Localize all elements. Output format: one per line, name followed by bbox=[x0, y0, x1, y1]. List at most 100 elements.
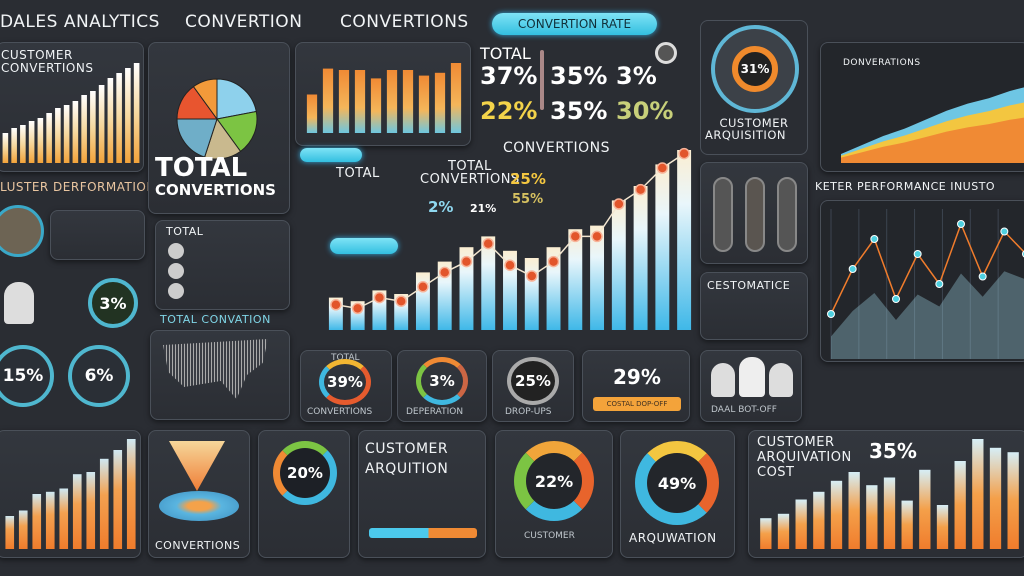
bar bbox=[72, 474, 82, 549]
cost-value: 35% bbox=[869, 439, 917, 463]
total-conversions-label: TOTAL CONVERTIONS bbox=[420, 160, 520, 186]
donut-49-panel: 49% ARQUWATION bbox=[620, 430, 735, 558]
dropoff-value: 29% bbox=[613, 365, 661, 389]
cost-title: CUSTOMER ARQUIVATION COST bbox=[757, 435, 852, 480]
right-area-chart-panel: DONVERATIONS bbox=[820, 42, 1024, 172]
donut-22-label: CUSTOMER bbox=[524, 531, 575, 541]
bar bbox=[954, 461, 966, 549]
data-point bbox=[591, 230, 603, 243]
kpi-label: TOTAL bbox=[480, 44, 531, 63]
customer-panel-title: CESTOMATICE bbox=[707, 279, 791, 292]
dropoff-button[interactable]: COSTAL DOP-OFF bbox=[593, 397, 681, 411]
bottom-left-bar-chart bbox=[5, 439, 136, 549]
settings-knob-icon[interactable] bbox=[655, 42, 677, 64]
donut-card: 3% DEPERATION bbox=[397, 350, 487, 422]
acquisition-cost-panel: CUSTOMER ARQUIVATION COST 35% bbox=[748, 430, 1024, 558]
filter-pill[interactable] bbox=[300, 148, 362, 162]
header-item-convertion[interactable]: CONVERTION bbox=[185, 12, 303, 32]
data-point bbox=[678, 147, 690, 160]
acquisition-title-1: CUSTOMER bbox=[365, 441, 449, 457]
bar bbox=[795, 499, 807, 549]
data-point bbox=[569, 230, 582, 243]
pie-slice bbox=[216, 78, 257, 120]
data-point bbox=[827, 310, 835, 318]
total-conversion-label: TOTAL CONVATION bbox=[160, 313, 271, 326]
pct-25: 25% bbox=[510, 170, 546, 188]
bar bbox=[633, 186, 648, 330]
bar bbox=[866, 485, 878, 549]
bar bbox=[2, 133, 9, 163]
bar bbox=[113, 450, 123, 549]
bar bbox=[125, 68, 131, 163]
kpi-value: 22% bbox=[480, 97, 538, 125]
kpi-value: 35% bbox=[550, 62, 608, 90]
kpi-value: 3% bbox=[616, 62, 657, 90]
line-chart bbox=[827, 209, 1024, 359]
bar bbox=[107, 78, 114, 163]
right-line-chart-panel bbox=[820, 200, 1024, 362]
funnel-icon bbox=[169, 441, 225, 491]
bar bbox=[354, 70, 366, 133]
bar bbox=[450, 63, 462, 133]
filter-pill-2[interactable] bbox=[330, 238, 398, 254]
bar bbox=[590, 225, 605, 330]
area-chart bbox=[841, 87, 1024, 163]
donut-value: 39% bbox=[319, 359, 371, 405]
donut-card: 25% DROP-UPS bbox=[492, 350, 574, 422]
slider-handle[interactable] bbox=[540, 50, 544, 110]
bar bbox=[830, 480, 843, 549]
cost-bar-chart bbox=[760, 439, 1019, 549]
list-item-icon[interactable] bbox=[168, 243, 184, 259]
bar bbox=[503, 250, 517, 330]
total-list-panel: TOTAL bbox=[155, 220, 290, 310]
bar bbox=[677, 150, 692, 330]
data-point bbox=[656, 162, 669, 174]
bar bbox=[883, 477, 896, 549]
conversion-rate-button[interactable]: CONVERTION RATE bbox=[492, 13, 657, 35]
person-icon bbox=[769, 363, 793, 397]
bar bbox=[760, 518, 772, 549]
data-point bbox=[957, 220, 965, 228]
total-title: TOTAL bbox=[155, 153, 248, 183]
bar bbox=[989, 447, 1002, 549]
bar bbox=[848, 472, 860, 549]
bar bbox=[37, 118, 44, 163]
kpi-value: 35% bbox=[550, 97, 608, 125]
data-point bbox=[482, 237, 494, 250]
bar bbox=[546, 247, 561, 330]
donut-20-panel: 20% bbox=[258, 430, 350, 558]
donut-22-panel: 22% CUSTOMER bbox=[495, 430, 613, 558]
bar bbox=[18, 510, 28, 549]
data-point bbox=[892, 295, 900, 303]
conversions-title: CONVERTIONS bbox=[503, 140, 610, 156]
bar bbox=[116, 73, 122, 163]
bar bbox=[386, 70, 398, 133]
data-point bbox=[417, 281, 429, 293]
cost-title-1: CUSTOMER bbox=[757, 435, 835, 450]
figure-slot bbox=[777, 177, 797, 252]
donut-49: 49% bbox=[635, 441, 719, 525]
bar bbox=[45, 491, 55, 549]
header-item-convertions[interactable]: CONVERTIONS bbox=[340, 12, 469, 32]
list-item-icon[interactable] bbox=[168, 263, 184, 279]
app-title: DALES ANALYTICS bbox=[0, 12, 160, 32]
person-icon bbox=[711, 363, 735, 397]
bar bbox=[418, 75, 430, 133]
bar bbox=[972, 439, 984, 549]
conversions-title: CONVERTIONS bbox=[155, 181, 276, 199]
bar bbox=[133, 63, 140, 163]
acquisition-label-2: ARQUISITION bbox=[705, 128, 786, 142]
customer-panel: CESTOMATICE bbox=[700, 272, 808, 340]
line-series bbox=[830, 221, 1024, 315]
cost-title-2: ARQUIVATION bbox=[757, 450, 852, 465]
bar bbox=[55, 108, 61, 163]
list-item-icon[interactable] bbox=[168, 283, 184, 299]
pie-slice bbox=[176, 118, 218, 158]
customer-conversions-panel: CUSTOMER CONVERTIONS bbox=[0, 42, 144, 172]
data-point bbox=[870, 235, 879, 243]
donut-49-label: ARQUWATION bbox=[629, 531, 717, 545]
bar bbox=[459, 247, 474, 330]
bar bbox=[813, 491, 825, 549]
bar bbox=[72, 101, 79, 163]
donut-card: 29% COSTAL DOP-OFF bbox=[582, 350, 690, 422]
